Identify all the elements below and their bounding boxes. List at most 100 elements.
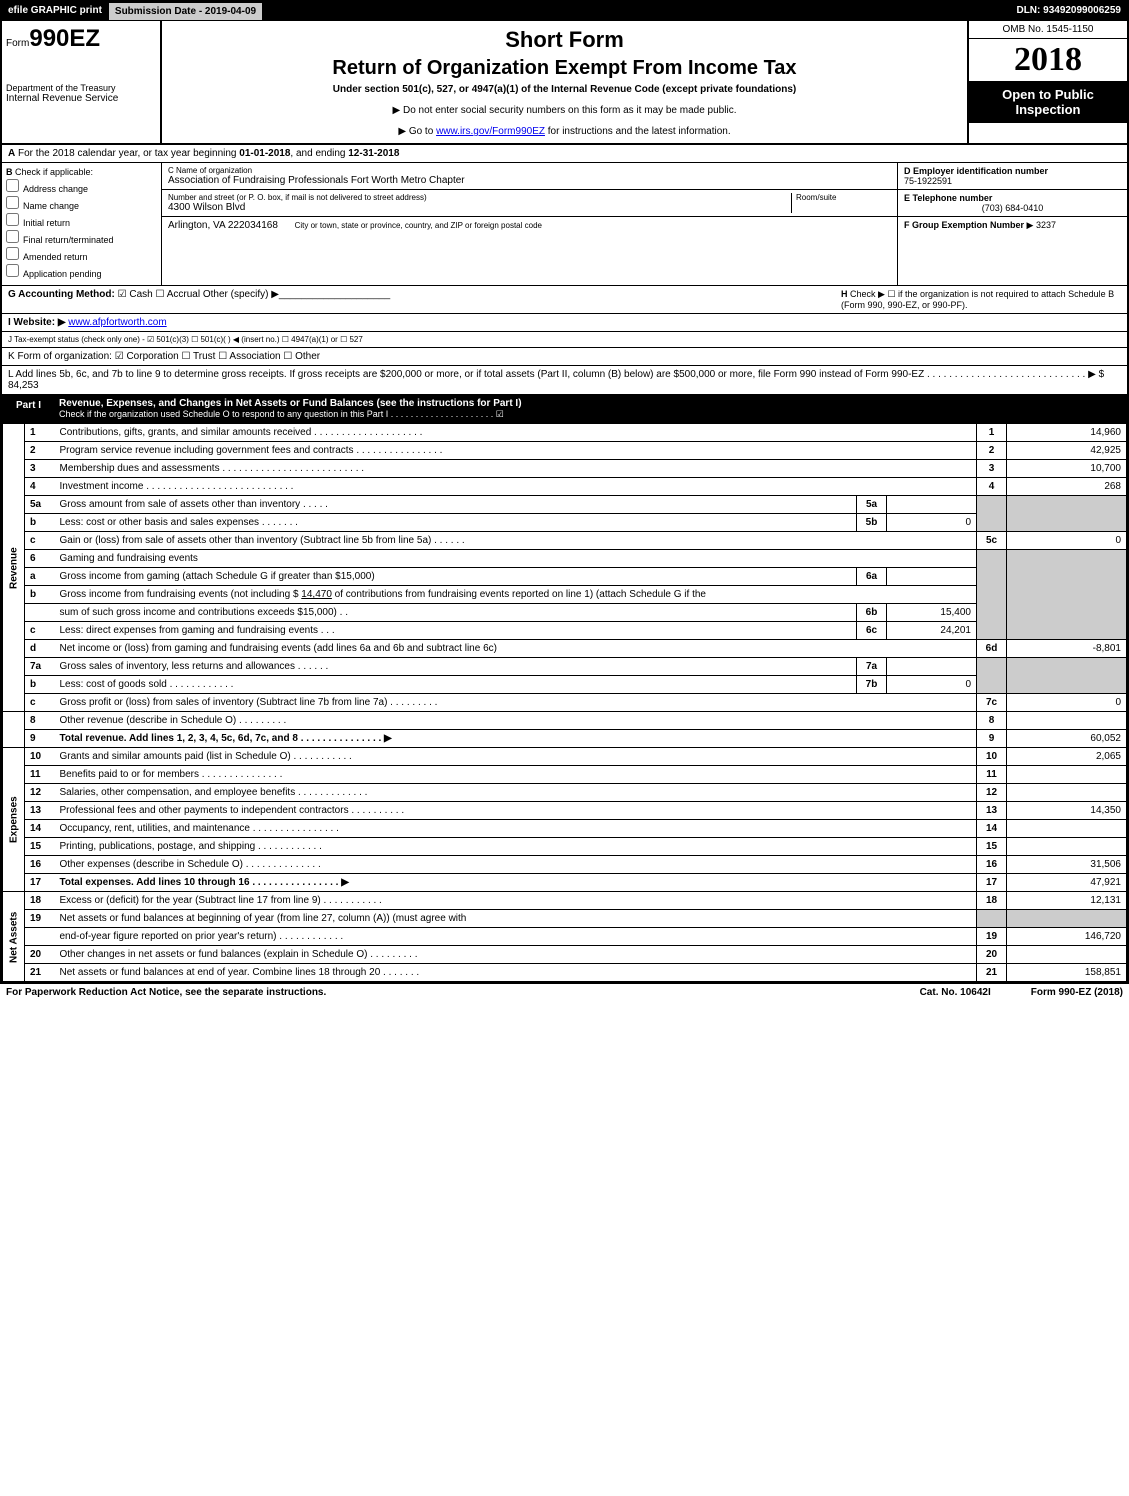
l5c-amt: 0 — [1007, 532, 1127, 550]
cb-initial-return[interactable]: Initial return — [6, 213, 157, 228]
cb-address-change[interactable]: Address change — [6, 179, 157, 194]
l6d-amt: -8,801 — [1007, 640, 1127, 658]
l18-d: Excess or (deficit) for the year (Subtra… — [55, 892, 977, 910]
l15-box: 15 — [977, 838, 1007, 856]
l6c-n: c — [25, 622, 55, 640]
street-label: Number and street (or P. O. box, if mail… — [168, 193, 791, 202]
irs-label: Internal Revenue Service — [6, 93, 156, 104]
footer-left: For Paperwork Reduction Act Notice, see … — [6, 987, 326, 998]
l13-d: Professional fees and other payments to … — [55, 802, 977, 820]
shaded-7-amt — [1007, 658, 1127, 694]
footer-mid: Cat. No. 10642I — [920, 987, 991, 998]
l15-d: Printing, publications, postage, and shi… — [55, 838, 977, 856]
cb-app-pending[interactable]: Application pending — [6, 264, 157, 279]
l12-n: 12 — [25, 784, 55, 802]
row-a-prefix: A — [8, 148, 15, 159]
l13-n: 13 — [25, 802, 55, 820]
l20-box: 20 — [977, 946, 1007, 964]
shaded-5 — [977, 496, 1007, 532]
cb-final-return[interactable]: Final return/terminated — [6, 230, 157, 245]
l7b-sub: 7b — [857, 676, 887, 694]
phone-label: E Telephone number — [904, 193, 992, 203]
phone-row: E Telephone number (703) 684-0410 — [898, 190, 1127, 217]
l6b-n: b — [25, 586, 55, 604]
l9-box: 9 — [977, 730, 1007, 748]
row-a: A For the 2018 calendar year, or tax yea… — [2, 145, 1127, 163]
col-c: C Name of organization Association of Fu… — [162, 163, 897, 285]
part1-header: Part I Revenue, Expenses, and Changes in… — [2, 395, 1127, 423]
l6d-d: Net income or (loss) from gaming and fun… — [55, 640, 977, 658]
l16-n: 16 — [25, 856, 55, 874]
part1-title: Revenue, Expenses, and Changes in Net As… — [59, 398, 1121, 420]
l6b-val: 14,470 — [301, 589, 332, 600]
vert-rev-cont — [3, 712, 25, 748]
l9-d: Total revenue. Add lines 1, 2, 3, 4, 5c,… — [55, 730, 977, 748]
l5a-d: Gross amount from sale of assets other t… — [55, 496, 857, 514]
city-value: Arlington, VA 222034168 — [168, 220, 278, 231]
footer-right: Form 990-EZ (2018) — [1031, 987, 1123, 998]
l11-d: Benefits paid to or for members . . . . … — [55, 766, 977, 784]
l7a-d: Gross sales of inventory, less returns a… — [55, 658, 857, 676]
row-a-begin: 01-01-2018 — [239, 148, 290, 159]
l14-box: 14 — [977, 820, 1007, 838]
l3-d: Membership dues and assessments . . . . … — [55, 460, 977, 478]
notice-goto-pre: Go to — [409, 126, 436, 137]
city-label: City or town, state or province, country… — [295, 221, 542, 230]
row-l: L Add lines 5b, 6c, and 7b to line 9 to … — [2, 366, 1127, 395]
l6c-d: Less: direct expenses from gaming and fu… — [55, 622, 857, 640]
l6b-d: Gross income from fundraising events (no… — [55, 586, 977, 604]
l8-d: Other revenue (describe in Schedule O) .… — [55, 712, 977, 730]
cb-name-change[interactable]: Name change — [6, 196, 157, 211]
l5b-n: b — [25, 514, 55, 532]
cb-amended[interactable]: Amended return — [6, 247, 157, 262]
row-i: I Website: ▶ www.afpfortworth.com — [2, 314, 1127, 332]
l5b-d: Less: cost or other basis and sales expe… — [55, 514, 857, 532]
l17-n: 17 — [25, 874, 55, 892]
dln: DLN: 93492099006259 — [1010, 2, 1127, 21]
l18-n: 18 — [25, 892, 55, 910]
l14-n: 14 — [25, 820, 55, 838]
l1-box: 1 — [977, 424, 1007, 442]
l6b2-sv: 15,400 — [887, 604, 977, 622]
section-bcdef: B Check if applicable: Address change Na… — [2, 163, 1127, 286]
efile-label: efile GRAPHIC print — [2, 2, 108, 21]
row-h: H Check ▶ ☐ if the organization is not r… — [841, 289, 1121, 310]
irs-link[interactable]: www.irs.gov/Form990EZ — [436, 126, 545, 137]
ein-row: D Employer identification number 75-1922… — [898, 163, 1127, 190]
tax-year: 2018 — [969, 39, 1127, 81]
g-accrual: Accrual — [167, 289, 200, 300]
shaded-6-amt — [1007, 550, 1127, 640]
l16-d: Other expenses (describe in Schedule O) … — [55, 856, 977, 874]
l11-amt — [1007, 766, 1127, 784]
l6-d: Gaming and fundraising events — [55, 550, 977, 568]
l6a-d: Gross income from gaming (attach Schedul… — [55, 568, 857, 586]
l6d-box: 6d — [977, 640, 1007, 658]
group-label: F Group Exemption Number — [904, 220, 1024, 230]
c-name-label: C Name of organization — [168, 166, 891, 175]
l16-box: 16 — [977, 856, 1007, 874]
l10-d: Grants and similar amounts paid (list in… — [55, 748, 977, 766]
l11-n: 11 — [25, 766, 55, 784]
l13-box: 13 — [977, 802, 1007, 820]
l1-d: Contributions, gifts, grants, and simila… — [55, 424, 977, 442]
l6c-sub: 6c — [857, 622, 887, 640]
header: Form990EZ Department of the Treasury Int… — [2, 21, 1127, 145]
l14-amt — [1007, 820, 1127, 838]
shaded-5-amt — [1007, 496, 1127, 532]
l21-n: 21 — [25, 964, 55, 982]
notice-ssn: Do not enter social security numbers on … — [168, 105, 961, 116]
l4-n: 4 — [25, 478, 55, 496]
omb-number: OMB No. 1545-1150 — [969, 21, 1127, 39]
l19-n: 19 — [25, 910, 55, 928]
l3-amt: 10,700 — [1007, 460, 1127, 478]
l2-box: 2 — [977, 442, 1007, 460]
row-j: J Tax-exempt status (check only one) - ☑… — [2, 332, 1127, 348]
phone: (703) 684-0410 — [904, 203, 1121, 213]
l7c-d: Gross profit or (loss) from sales of inv… — [55, 694, 977, 712]
l21-amt: 158,851 — [1007, 964, 1127, 982]
g-label: G Accounting Method: — [8, 289, 115, 300]
col-b: B Check if applicable: Address change Na… — [2, 163, 162, 285]
l6a-sv — [887, 568, 977, 586]
l7c-box: 7c — [977, 694, 1007, 712]
website-link[interactable]: www.afpfortworth.com — [68, 317, 166, 328]
